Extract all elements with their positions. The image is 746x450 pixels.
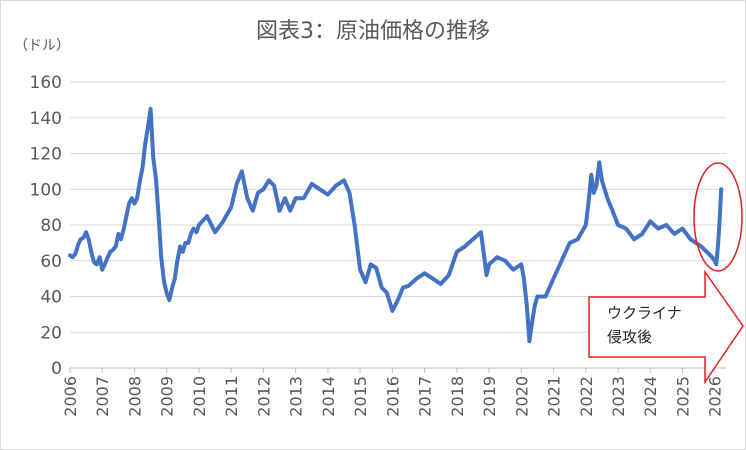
x-tick-label: 2025 [673,376,692,417]
x-tick-label: 2017 [416,376,435,417]
x-tick-label: 2009 [158,376,177,417]
callout-text: ウクライナ 侵攻後 [607,304,686,346]
x-tick-label: 2021 [545,376,564,417]
x-tick-label: 2006 [61,376,80,417]
x-tick-label: 2026 [706,376,725,417]
x-tick-label: 2024 [641,376,660,417]
series-line-crude-oil [68,106,724,344]
highlight-ellipse [693,162,743,272]
x-tick-label: 2020 [512,376,531,417]
y-tick-label: 40 [40,288,62,308]
callout-arrow [588,269,744,385]
x-tick-label: 2007 [93,376,112,417]
x-tick-label: 2019 [480,376,499,417]
y-tick-label: 100 [30,180,62,200]
y-tick-label: 160 [30,73,62,93]
x-tick-label: 2008 [125,376,144,417]
x-tick-label: 2023 [609,376,628,417]
y-axis-unit-label: （ドル） [14,38,70,54]
x-tick-label: 2022 [577,376,596,417]
y-tick-label: 20 [40,323,62,343]
x-tick-label: 2012 [254,376,273,417]
x-tick-label: 2015 [351,376,370,417]
chart-title: 図表3：原油価格の推移 [256,19,490,44]
y-tick-label: 80 [40,216,62,236]
x-tick-label: 2018 [448,376,467,417]
x-tick-label: 2016 [383,376,402,417]
x-tick-label: 2010 [190,376,209,417]
y-tick-label: 0 [51,359,62,379]
gridlines [70,81,726,369]
y-axis-ticks: 0 20 40 60 80 100 120 140 160 [30,73,62,379]
callout-line-1: ウクライナ [607,304,682,322]
y-tick-label: 140 [30,109,62,129]
x-axis-ticks: 2006 2007 2008 2009 2010 2011 2012 2013 2014 2015… [61,368,725,417]
x-tick-label: 2014 [319,376,338,417]
y-tick-label: 60 [40,252,62,272]
x-tick-label: 2011 [222,376,241,417]
callout-line-2: 侵攻後 [607,328,652,346]
y-tick-label: 120 [30,145,62,165]
x-tick-label: 2013 [287,376,306,417]
